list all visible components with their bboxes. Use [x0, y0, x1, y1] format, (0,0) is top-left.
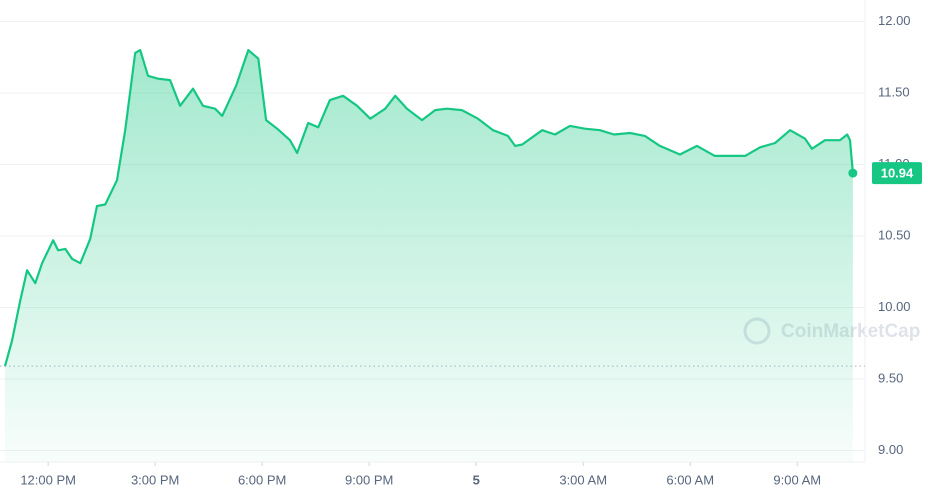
x-tick-label: 6:00 PM	[238, 472, 286, 487]
price-label: 10.94	[881, 166, 914, 181]
x-tick-label: 3:00 PM	[131, 472, 179, 487]
price-line	[3, 49, 854, 367]
x-tick-label: 3:00 AM	[559, 472, 607, 487]
price-label-box	[872, 162, 922, 185]
last-point	[848, 168, 858, 178]
x-tick-label: 6:00 AM	[666, 472, 714, 487]
y-tick-label: 12.00	[878, 13, 911, 28]
y-tick-label: 11.50	[878, 84, 910, 99]
area	[5, 50, 853, 462]
x-tick-label: 9:00 PM	[345, 472, 393, 487]
y-tick-label: 9.00	[878, 442, 903, 457]
y-tick-label: 10.50	[878, 227, 911, 242]
x-tick-label: 5	[473, 472, 480, 487]
x-tick-label: 12:00 PM	[20, 472, 76, 487]
x-tick-label: 9:00 AM	[773, 472, 821, 487]
y-tick-label: 10.00	[878, 299, 911, 314]
y-tick-label: 9.50	[878, 370, 903, 385]
